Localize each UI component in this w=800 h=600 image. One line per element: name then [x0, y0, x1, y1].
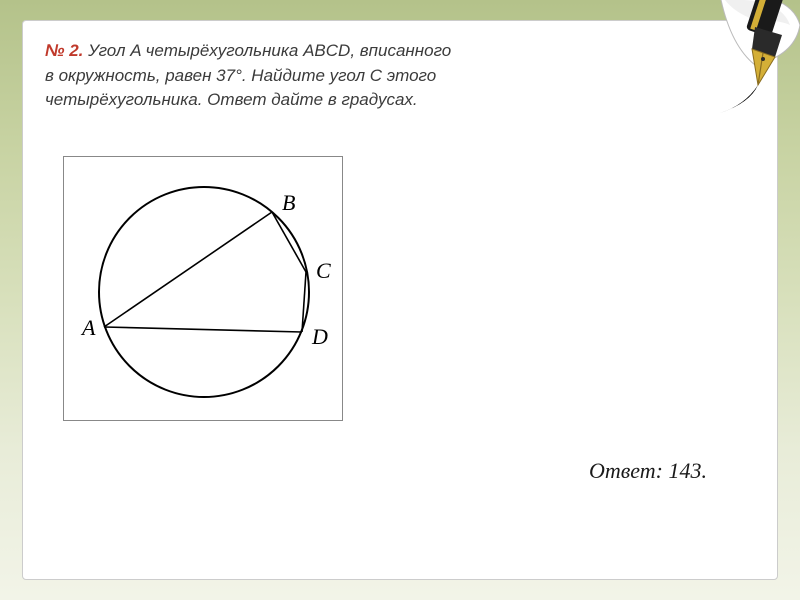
problem-line3: четырёхугольника. Ответ дайте в градусах… [45, 90, 418, 109]
svg-text:A: A [80, 315, 96, 340]
answer-text: Ответ: 143. [589, 458, 707, 484]
answer-value: 143. [669, 458, 708, 483]
geometry-figure: A B C D [63, 156, 343, 421]
svg-text:B: B [282, 190, 295, 215]
circle-diagram: A B C D [64, 157, 344, 422]
problem-number: № 2. [45, 41, 83, 60]
answer-label: Ответ: [589, 458, 663, 483]
svg-text:C: C [316, 258, 331, 283]
problem-text: № 2. Угол A четырёхугольника ABCD, вписа… [45, 39, 625, 113]
svg-text:D: D [311, 324, 328, 349]
content-card: № 2. Угол A четырёхугольника ABCD, вписа… [22, 20, 778, 580]
problem-line2: в окружность, равен 37°. Найдите угол C … [45, 66, 436, 85]
problem-line1: Угол A четырёхугольника ABCD, вписанного [88, 41, 451, 60]
